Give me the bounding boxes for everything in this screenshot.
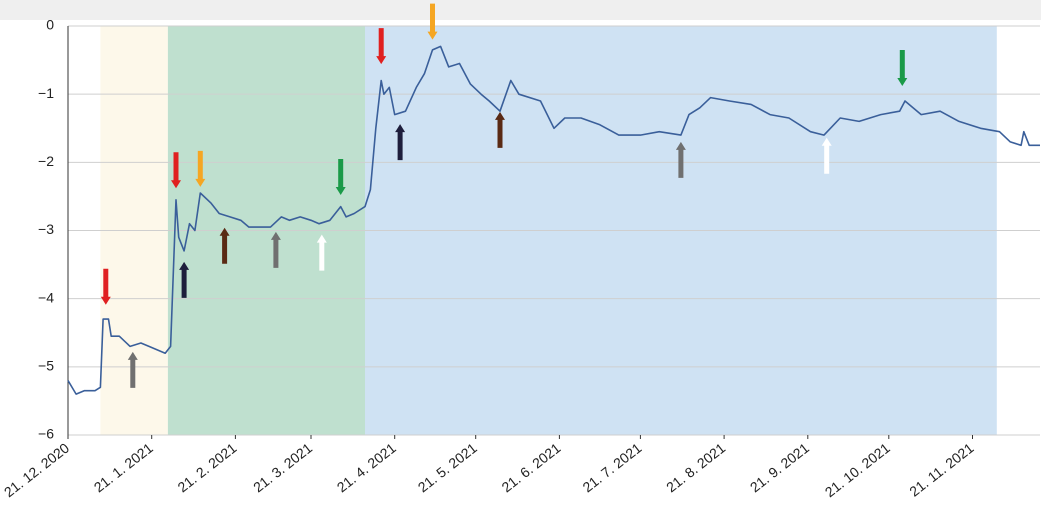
y-tick-label: −4 bbox=[38, 289, 54, 305]
x-tick-label: 21. 3. 2021 bbox=[250, 440, 315, 496]
x-tick-label: 21. 10. 2021 bbox=[822, 440, 893, 501]
x-tick-label: 21. 5. 2021 bbox=[415, 440, 480, 496]
x-tick-label: 21. 12. 2020 bbox=[1, 440, 72, 501]
arrow-marker bbox=[675, 141, 686, 178]
y-tick-label: −2 bbox=[38, 153, 54, 169]
arrow-marker bbox=[270, 231, 281, 268]
arrow-marker bbox=[127, 351, 138, 388]
arrow-marker bbox=[316, 234, 327, 271]
arrow-marker bbox=[427, 3, 438, 40]
y-tick-label: −5 bbox=[38, 358, 54, 374]
arrow-marker bbox=[100, 268, 111, 305]
y-tick-label: −1 bbox=[38, 85, 54, 101]
arrow-marker bbox=[495, 111, 505, 148]
arrow-marker bbox=[195, 150, 206, 187]
x-tick-label: 21. 9. 2021 bbox=[747, 440, 812, 496]
x-tick-label: 21. 8. 2021 bbox=[663, 440, 728, 496]
arrow-marker bbox=[395, 124, 406, 161]
top-strip bbox=[0, 0, 1041, 20]
x-tick-label: 21. 6. 2021 bbox=[498, 440, 563, 496]
data-line bbox=[67, 45, 1040, 395]
arrow-marker bbox=[179, 261, 190, 298]
arrow-marker bbox=[335, 159, 346, 196]
x-tick-label: 21. 1. 2021 bbox=[91, 440, 156, 496]
y-tick-label: −3 bbox=[38, 221, 54, 237]
x-tick-label: 21. 7. 2021 bbox=[579, 440, 644, 496]
arrow-marker bbox=[171, 152, 181, 189]
x-tick-label: 21. 11. 2021 bbox=[906, 440, 977, 500]
x-tick-label: 21. 4. 2021 bbox=[334, 440, 399, 496]
arrow-marker bbox=[219, 227, 230, 264]
y-tick-label: 0 bbox=[46, 17, 54, 33]
arrow-marker bbox=[376, 28, 387, 65]
y-tick-label: −6 bbox=[38, 426, 54, 442]
arrow-marker bbox=[897, 49, 908, 86]
arrow-marker bbox=[821, 137, 832, 174]
x-tick-label: 21. 2. 2021 bbox=[174, 440, 239, 496]
